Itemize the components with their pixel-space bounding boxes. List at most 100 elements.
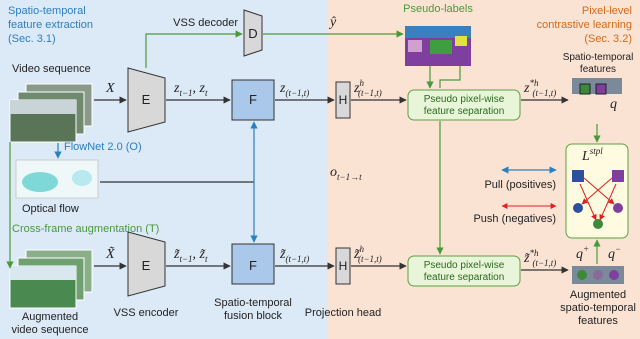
- math-part: (t−1,t): [358, 254, 382, 264]
- encoder-letter: E: [142, 258, 151, 273]
- math-part: t−1→t: [337, 172, 362, 182]
- features-bottom: features: [578, 315, 618, 327]
- left-section-title: Spatio-temporal feature extraction (Sec.…: [8, 5, 93, 45]
- augmented-video: video sequence: [11, 324, 88, 336]
- math-label: z̃(t−1,t): [279, 247, 309, 264]
- math-part: o: [330, 165, 337, 180]
- right-section-title: Pixel-level contrastive learning (Sec. 3…: [537, 5, 632, 45]
- section-line: Spatio-temporal: [8, 5, 86, 17]
- math-part: q: [608, 247, 615, 262]
- fusion-top: [231, 79, 275, 121]
- label-region: [455, 36, 467, 46]
- section-line: feature extraction: [8, 19, 93, 31]
- math-label: zh (t−1,t): [353, 78, 382, 98]
- math-part: +: [583, 244, 589, 254]
- feature-map-top: [572, 78, 622, 95]
- math-label: ot−1→t: [330, 165, 362, 182]
- math-part: (t−1,t): [532, 258, 556, 268]
- math-part: (t−1,t): [285, 254, 309, 264]
- encoder-bottom: [127, 231, 166, 297]
- math-part: z̃: [279, 247, 286, 262]
- cross-frame: Cross-frame augmentation (T): [12, 223, 159, 235]
- features-bottom: spatio-temporal: [560, 302, 636, 314]
- math-part: t: [205, 254, 208, 264]
- math-label: z̃t−1, z̃t: [173, 247, 208, 264]
- pseudo-label-image: [405, 26, 471, 66]
- math-part: X̃: [105, 246, 115, 262]
- sample-dot: [593, 219, 603, 229]
- features-top: features: [580, 64, 616, 75]
- push-label: Push (negatives): [473, 213, 556, 225]
- math-part: L: [581, 149, 590, 164]
- math-part: stpl: [590, 146, 604, 156]
- math-part: q: [610, 97, 617, 112]
- label-region: [430, 40, 452, 54]
- math-part: z: [523, 81, 530, 96]
- sample-dot: [613, 203, 623, 213]
- fusion-block: Spatio-temporal: [214, 297, 292, 309]
- projection-head: Projection head: [305, 307, 381, 319]
- separation-top: [407, 89, 521, 121]
- math-label: z̃*h (t−1,t): [523, 248, 556, 268]
- flownet: FlowNet 2.0 (O): [64, 141, 142, 153]
- math-part: (t−1,t): [285, 88, 309, 98]
- math-label: q: [610, 97, 617, 112]
- math-part: X: [105, 81, 115, 96]
- math-part: z: [353, 81, 360, 96]
- math-part: −: [615, 244, 621, 254]
- math-part: h: [359, 244, 364, 254]
- separation-bottom: [407, 255, 521, 287]
- math-part: t−1: [179, 88, 192, 98]
- augmented-video: Augmented: [22, 311, 78, 323]
- head-top: [335, 81, 351, 119]
- math-part: z̃: [523, 251, 530, 266]
- math-label: Lstpl: [581, 146, 603, 164]
- video-frames: [9, 83, 93, 143]
- anchor-square: [612, 170, 624, 182]
- flow-blob: [22, 172, 58, 192]
- math-part: h: [359, 78, 364, 88]
- head-bottom: [335, 247, 351, 285]
- video-sequence: Video sequence: [12, 63, 91, 75]
- push-arrow: [599, 183, 617, 221]
- optical-flow: Optical flow: [22, 203, 79, 215]
- fusion-bottom: [231, 243, 275, 285]
- sky: [10, 266, 76, 280]
- math-part: z̃: [173, 247, 180, 262]
- math-part: t: [205, 88, 208, 98]
- math-label: ŷ: [328, 15, 337, 30]
- feature-dot: [593, 270, 603, 280]
- optical-flow-image: [15, 159, 99, 199]
- math-part: (t−1,t): [358, 88, 382, 98]
- connections: [6, 30, 601, 274]
- math-part: ŷ: [328, 15, 337, 30]
- math-part: t−1: [179, 254, 192, 264]
- fusion-block: fusion block: [224, 310, 283, 322]
- section-line: Pixel-level: [582, 5, 632, 17]
- separation-text: Pseudo pixel-wise: [424, 260, 505, 271]
- math-part: z: [279, 81, 286, 96]
- math-label: X̃: [105, 246, 115, 262]
- feature-map-bottom: [572, 266, 624, 284]
- sample-dot: [573, 203, 583, 213]
- math-part: z: [173, 81, 180, 96]
- feature-square: [595, 83, 607, 95]
- encoder-top: [127, 67, 166, 133]
- separation-text: feature separation: [424, 106, 505, 117]
- feature-square: [579, 83, 591, 95]
- math-label: z(t−1,t): [279, 81, 309, 98]
- feature-dot: [577, 270, 587, 280]
- math-part: *h: [529, 78, 539, 88]
- push-arrows: [501, 166, 617, 221]
- decoder-arrow: [145, 30, 243, 68]
- augmented-frames: [9, 249, 93, 309]
- separation-text: Pseudo pixel-wise: [424, 94, 505, 105]
- sky: [10, 100, 76, 114]
- math-label: q+: [576, 244, 589, 262]
- features-bottom: Augmented: [570, 289, 626, 301]
- vss-encoder: VSS encoder: [114, 307, 179, 319]
- label-region: [405, 26, 471, 38]
